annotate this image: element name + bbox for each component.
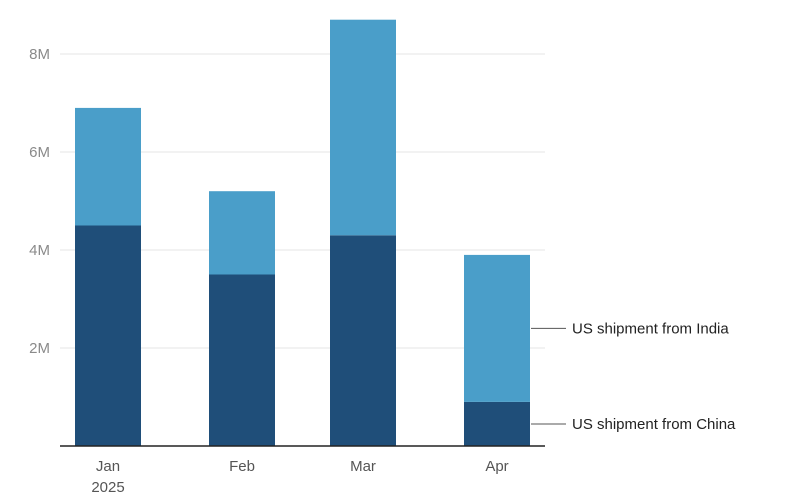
x-tick-label: Apr xyxy=(485,458,508,475)
x-tick-label: Jan xyxy=(96,458,120,475)
bar-apr-india xyxy=(464,254,530,402)
bar-mar-india xyxy=(330,19,396,236)
y-tick-label: 6M xyxy=(29,144,50,161)
x-tick-label: Feb xyxy=(229,458,255,475)
bar-mar-china xyxy=(330,235,396,446)
x-tick-sublabel: 2025 xyxy=(91,479,124,496)
bar-jan-india xyxy=(75,107,141,226)
legend-label-china: US shipment from China xyxy=(572,416,736,433)
bar-jan-china xyxy=(75,225,141,446)
y-tick-label: 8M xyxy=(29,46,50,63)
x-tick-label: Mar xyxy=(350,458,376,475)
bars xyxy=(75,19,530,446)
y-tick-label: 2M xyxy=(29,340,50,357)
y-axis-ticks: 2M 4M 6M 8M xyxy=(29,46,50,357)
bar-apr-china xyxy=(464,401,530,446)
legend-label-india: US shipment from India xyxy=(572,320,729,337)
x-axis-ticks: Jan 2025 Feb Mar Apr xyxy=(91,458,508,496)
bar-feb-china xyxy=(209,274,275,446)
bar-feb-india xyxy=(209,191,275,275)
y-tick-label: 4M xyxy=(29,242,50,259)
legend: US shipment from China US shipment from I… xyxy=(531,320,736,433)
